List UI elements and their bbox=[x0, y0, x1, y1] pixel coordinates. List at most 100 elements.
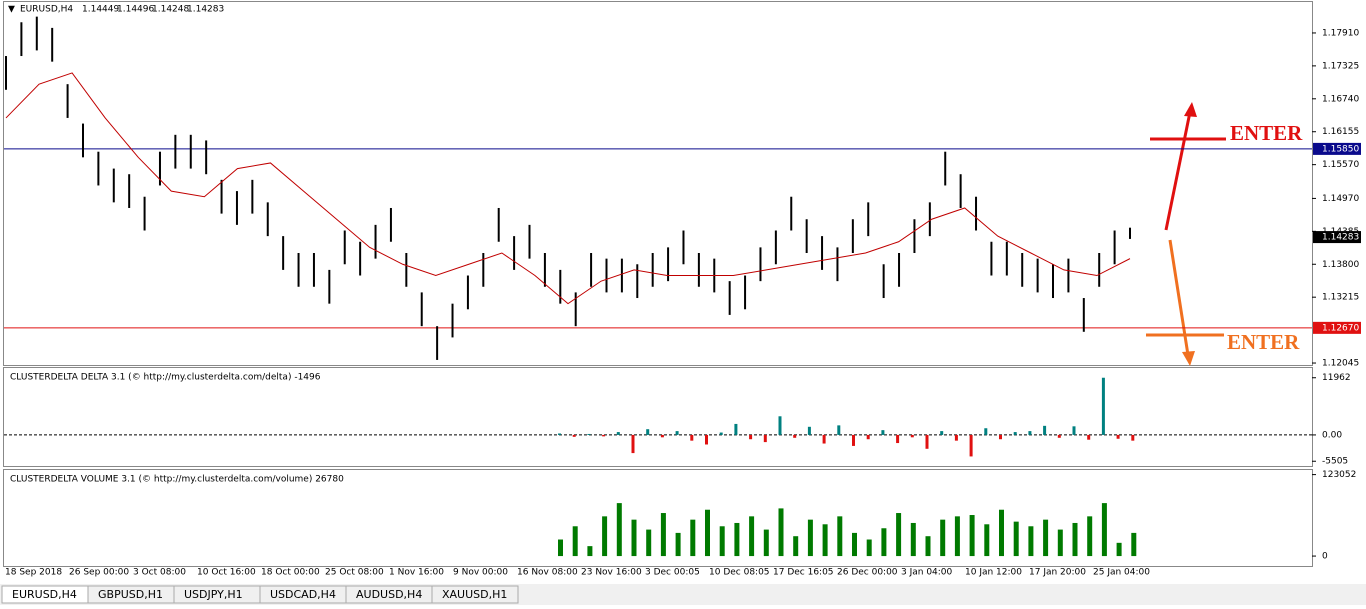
volume-bar bbox=[646, 529, 652, 557]
x-tick-label: 10 Oct 16:00 bbox=[197, 568, 256, 578]
volume-bar bbox=[763, 529, 769, 557]
delta-bar bbox=[572, 434, 576, 437]
volume-bar bbox=[925, 536, 931, 557]
x-tick-label: 10 Dec 08:05 bbox=[709, 568, 770, 578]
x-tick-label: 16 Nov 08:00 bbox=[517, 568, 578, 578]
delta-bar bbox=[734, 423, 738, 435]
volume-bar bbox=[940, 519, 946, 557]
level-label-bg bbox=[1313, 142, 1361, 155]
y-tick-label: 1.13215 bbox=[1322, 293, 1359, 303]
volume-bar bbox=[1087, 516, 1093, 557]
delta-bar bbox=[866, 434, 870, 440]
volume-bar bbox=[572, 526, 578, 557]
delta-bar bbox=[984, 428, 988, 435]
volume-bar bbox=[1131, 532, 1137, 557]
delta-bar bbox=[925, 434, 929, 449]
y-tick-label: 1.15570 bbox=[1322, 160, 1359, 170]
x-tick-label: 25 Oct 08:00 bbox=[325, 568, 384, 578]
delta-bar bbox=[969, 434, 973, 457]
main-pane bbox=[3, 1, 1313, 366]
delta-bar bbox=[587, 433, 591, 435]
x-tick-label: 3 Dec 00:05 bbox=[645, 568, 700, 578]
delta-bar bbox=[1043, 425, 1047, 435]
delta-bar bbox=[778, 416, 782, 435]
enter-up: ENTER bbox=[1230, 121, 1303, 145]
volume-bar bbox=[896, 513, 902, 557]
volume-bar bbox=[954, 516, 960, 557]
arrow-up-head bbox=[1184, 102, 1197, 117]
x-tick-label: 3 Jan 04:00 bbox=[901, 568, 953, 578]
delta-pane bbox=[3, 367, 1313, 467]
tab-label[interactable]: USDCAD,H4 bbox=[270, 588, 336, 601]
delta-bar bbox=[705, 434, 708, 445]
arrow-up bbox=[1164, 111, 1192, 231]
volume-bar bbox=[719, 526, 725, 557]
volume-bar bbox=[749, 516, 755, 557]
volume-bar bbox=[1101, 503, 1107, 557]
last-price-bg bbox=[1313, 231, 1361, 244]
level-label-bg bbox=[1313, 321, 1361, 334]
delta-bar bbox=[602, 434, 606, 437]
delta-bar bbox=[910, 434, 914, 438]
tab-label[interactable]: XAUUSD,H1 bbox=[442, 588, 507, 601]
y-tick-label: 1.17325 bbox=[1322, 61, 1359, 71]
x-tick-label: 25 Jan 04:00 bbox=[1093, 568, 1150, 578]
volume-bar bbox=[1116, 542, 1122, 557]
header-low: 1.14248 bbox=[152, 5, 189, 15]
delta-bar bbox=[954, 434, 958, 441]
volume-bar bbox=[1072, 522, 1078, 557]
x-tick-label: 18 Oct 00:00 bbox=[261, 568, 320, 578]
delta-bar bbox=[631, 434, 635, 454]
arrow-down bbox=[1168, 239, 1190, 356]
volume-bar bbox=[866, 539, 872, 557]
tab-label[interactable]: USDJPY,H1 bbox=[184, 588, 243, 601]
level-label: 1.15850 bbox=[1322, 144, 1359, 154]
volume-bar bbox=[984, 524, 990, 557]
delta-bar bbox=[999, 434, 1002, 440]
delta-bar bbox=[1072, 426, 1076, 435]
delta-bar bbox=[646, 429, 650, 435]
pane-title: CLUSTERDELTA VOLUME 3.1 (© http://my.clu… bbox=[10, 475, 344, 485]
header-symbol: EURUSD,H4 bbox=[20, 5, 73, 15]
volume-bar bbox=[1057, 529, 1063, 557]
y-tick-label: 0.00 bbox=[1322, 430, 1342, 440]
x-tick-label: 9 Nov 00:00 bbox=[453, 568, 508, 578]
tab-label[interactable]: EURUSD,H4 bbox=[12, 588, 77, 601]
volume-bar bbox=[690, 519, 696, 557]
delta-bar bbox=[1013, 432, 1017, 435]
delta-bar bbox=[690, 434, 694, 441]
volume-bar bbox=[910, 522, 916, 557]
delta-bar bbox=[852, 434, 855, 446]
x-tick-label: 17 Dec 16:05 bbox=[773, 568, 834, 578]
volume-bar bbox=[558, 539, 563, 557]
tab[interactable] bbox=[431, 585, 519, 604]
enter-down: ENTER bbox=[1227, 330, 1300, 354]
x-tick-label: 23 Nov 16:00 bbox=[581, 568, 642, 578]
header-close: 1.14283 bbox=[187, 5, 224, 15]
x-tick-label: 10 Jan 12:00 bbox=[965, 568, 1022, 578]
header-arrow: ▼ bbox=[8, 5, 15, 15]
volume-bar bbox=[969, 515, 975, 557]
tab-label[interactable]: GBPUSD,H1 bbox=[98, 588, 163, 601]
delta-bar bbox=[616, 432, 620, 435]
y-tick-label: -5505 bbox=[1322, 457, 1348, 467]
delta-bar bbox=[896, 434, 900, 444]
tab-label[interactable]: AUDUSD,H4 bbox=[356, 588, 422, 601]
delta-bar bbox=[1116, 434, 1120, 439]
delta-bar bbox=[763, 434, 767, 443]
delta-bar bbox=[1028, 431, 1032, 435]
delta-bar bbox=[881, 430, 885, 435]
x-tick-label: 3 Oct 08:00 bbox=[133, 568, 186, 578]
volume-bar bbox=[616, 503, 622, 557]
delta-bar bbox=[837, 425, 841, 435]
x-tick-label: 1 Nov 16:00 bbox=[389, 568, 444, 578]
delta-bar bbox=[558, 433, 561, 435]
delta-bar bbox=[1131, 434, 1135, 441]
y-tick-label: 1.16155 bbox=[1322, 127, 1359, 137]
volume-bar bbox=[999, 509, 1004, 557]
arrow-down-head bbox=[1182, 351, 1195, 366]
moving-average bbox=[5, 72, 1131, 305]
y-tick-label: 123052 bbox=[1322, 470, 1356, 480]
